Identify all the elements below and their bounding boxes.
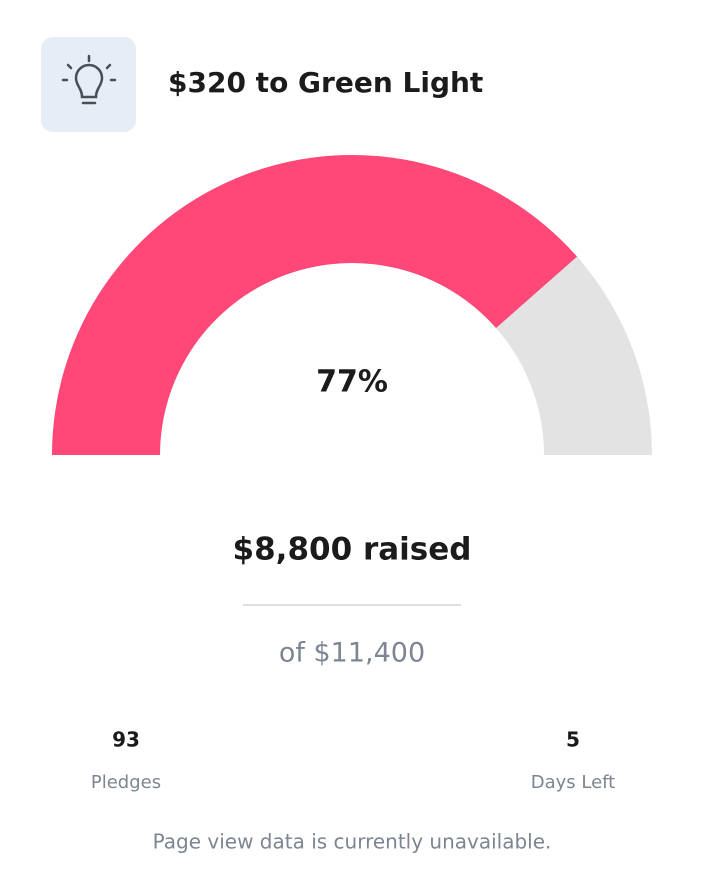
stat-label: Days Left xyxy=(531,772,616,793)
footer-note: Page view data is currently unavailable. xyxy=(153,830,552,854)
gauge xyxy=(52,154,652,455)
goal-amount: of $11,400 xyxy=(279,638,425,669)
title: $320 to Green Light xyxy=(168,66,483,99)
stat-value: 93 xyxy=(112,728,140,752)
stat-value: 5 xyxy=(566,728,580,752)
gauge-label: 77% xyxy=(316,365,388,400)
gauge-fill xyxy=(52,154,578,455)
stat-label: Pledges xyxy=(91,772,161,793)
bulb-icon xyxy=(41,37,136,132)
raised-amount: $8,800 raised xyxy=(233,532,472,568)
